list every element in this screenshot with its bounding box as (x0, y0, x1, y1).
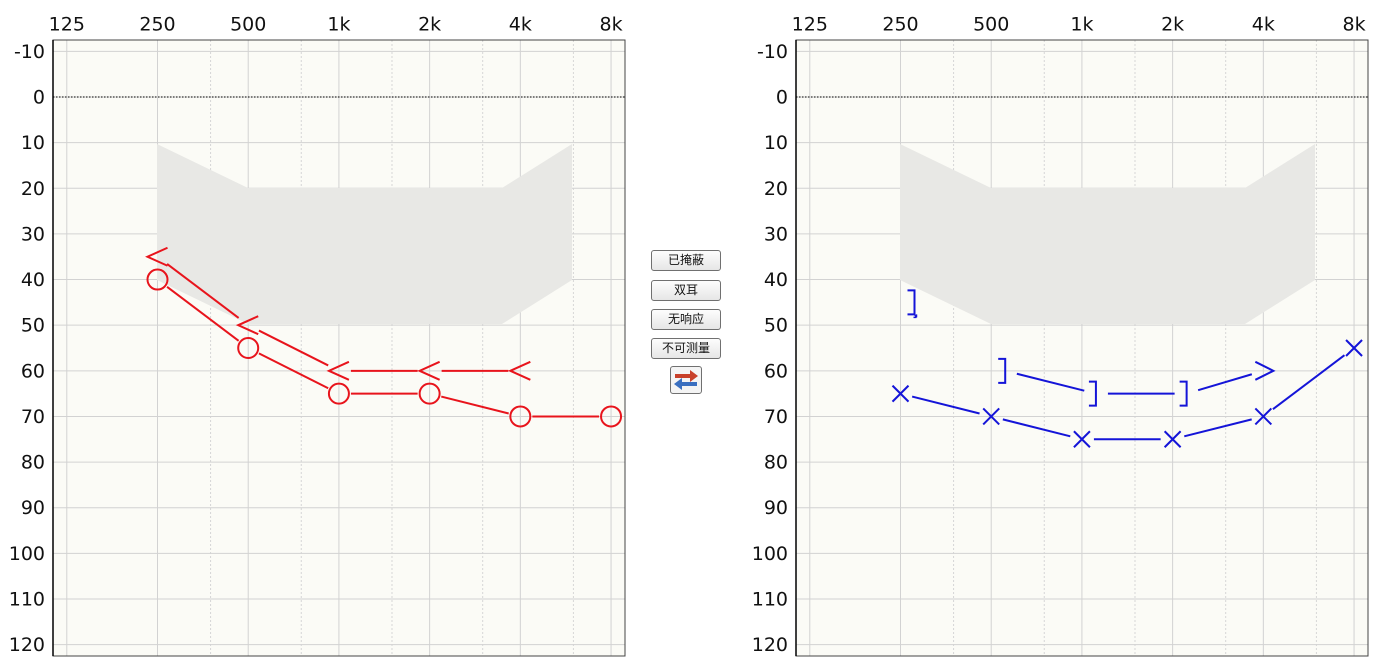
speech-banana (157, 144, 1315, 324)
y-tick-label: 100 (752, 543, 788, 565)
marker-x (1345, 339, 1363, 357)
y-tick-label: 80 (21, 452, 45, 474)
grid (796, 40, 1368, 656)
y-tick-label: 30 (764, 223, 788, 245)
y-tick-label: 0 (776, 87, 788, 109)
marker-lt (417, 360, 441, 381)
marker-circle (509, 405, 532, 428)
x-tick-label: 2k (1161, 14, 1184, 36)
x-tick-label: 4k (1252, 14, 1275, 36)
x-tick-label: 500 (230, 14, 266, 36)
x-tick-label: 2k (418, 14, 441, 36)
y-tick-label: 40 (21, 269, 45, 291)
no-response-arrow (913, 313, 918, 319)
connector (258, 329, 329, 367)
y-tick-label: 70 (21, 406, 45, 428)
y-tick-label: 80 (764, 452, 788, 474)
marker-lt (145, 246, 168, 267)
marker-lt (326, 360, 350, 381)
x-tick-label: 500 (973, 14, 1009, 36)
marker-gt (1254, 360, 1276, 381)
marker-lt (507, 360, 531, 381)
marker-lt (235, 315, 259, 336)
marker-bracket (907, 289, 916, 316)
y-tick-label: 50 (764, 315, 788, 337)
marker-x (982, 407, 1000, 426)
button[interactable]: 已掩蔽 (651, 250, 721, 271)
y-tick-label: -10 (14, 41, 45, 63)
arrow-left (674, 378, 697, 390)
connector (1016, 372, 1085, 392)
marker-circle (327, 382, 350, 405)
x-tick-label: 250 (139, 14, 175, 36)
connector (166, 263, 240, 319)
marker-bracket (998, 357, 1007, 384)
y-tick-label: 50 (21, 315, 45, 337)
connector (911, 395, 980, 415)
marker-x (1254, 407, 1273, 426)
y-tick-label: 10 (21, 132, 45, 154)
y-tick-label: 40 (764, 269, 788, 291)
y-tick-label: 110 (9, 588, 45, 610)
button[interactable]: 无响应 (651, 309, 721, 330)
button[interactable]: 双耳 (651, 280, 721, 301)
y-tick-label: 60 (21, 360, 45, 382)
y-tick-label: 90 (21, 497, 45, 519)
marker-circle (237, 337, 260, 359)
speech-area (157, 144, 572, 324)
y-tick-label: 90 (764, 497, 788, 519)
y-tick-label: 120 (752, 634, 788, 656)
y-tick-label: 30 (21, 223, 45, 245)
connector (441, 395, 509, 415)
y-tick-label: 60 (764, 360, 788, 382)
x-tick-label: 1k (327, 14, 350, 36)
y-tick-label: 120 (9, 634, 45, 656)
speech-area (900, 144, 1315, 324)
x-tick-label: 4k (509, 14, 532, 36)
connector (1002, 418, 1071, 438)
x-tick-label: 1k (1070, 14, 1093, 36)
y-tick-label: 110 (752, 588, 788, 610)
x-tick-label: 8k (600, 14, 623, 36)
swap-ears-button[interactable] (670, 366, 702, 394)
connector (258, 352, 329, 390)
marker-bracket (1179, 380, 1188, 407)
y-tick-label: 10 (764, 132, 788, 154)
audiogram (52, 39, 626, 657)
x-tick-label: 250 (882, 14, 918, 36)
marker-bracket (1088, 380, 1097, 407)
connector (166, 285, 240, 342)
connector (1197, 373, 1253, 392)
x-tick-label: 125 (49, 14, 85, 36)
audiogram (795, 39, 1369, 657)
marker-x (1163, 430, 1182, 448)
y-tick-label: 70 (764, 406, 788, 428)
y-tick-label: 20 (764, 178, 788, 200)
marker-x (1073, 430, 1091, 448)
marker-x (891, 384, 910, 403)
x-tick-label: 125 (792, 14, 828, 36)
y-tick-label: -10 (757, 41, 788, 63)
y-tick-label: 0 (33, 87, 45, 109)
marker-circle (418, 382, 441, 405)
button[interactable]: 不可测量 (651, 338, 721, 359)
connector (1184, 418, 1252, 438)
y-tick-label: 20 (21, 178, 45, 200)
connector (1272, 354, 1346, 411)
arrow-right (675, 370, 698, 382)
y-tick-label: 100 (9, 543, 45, 565)
swap-icon (674, 370, 698, 390)
x-tick-label: 8k (1343, 14, 1366, 36)
marker-circle (146, 268, 169, 291)
marker-circle (600, 405, 623, 428)
